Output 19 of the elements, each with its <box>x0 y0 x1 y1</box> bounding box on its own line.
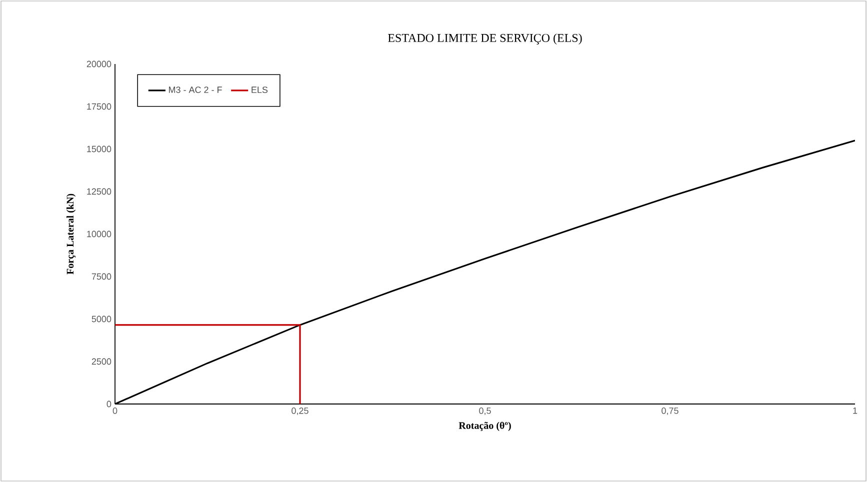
y-tick-label: 10000 <box>87 230 112 238</box>
legend-label: M3 - AC 2 - F <box>169 86 222 93</box>
legend-label: ELS <box>252 86 268 93</box>
y-tick-label: 7500 <box>92 273 112 280</box>
x-tick-label: 0,5 <box>479 408 491 415</box>
x-tick-label: 0,75 <box>662 408 678 415</box>
y-tick-label: 2500 <box>92 358 112 365</box>
y-tick-label: 17500 <box>87 103 112 110</box>
y-tick-label: 15000 <box>87 146 112 152</box>
y-tick-label: 5000 <box>92 316 112 322</box>
y-tick-label: 12500 <box>87 188 112 195</box>
y-tick-label: 0 <box>106 400 112 408</box>
x-tick-label: 0,25 <box>292 408 308 415</box>
chart-title: ESTADO LIMITE DE SERVIÇO (ELS) <box>388 34 582 44</box>
y-tick-label: 20000 <box>86 60 112 68</box>
y-axis-title: Força Lateral (kN) <box>66 194 76 274</box>
x-axis-title: Rotação (θº) <box>458 422 511 431</box>
x-tick-label: 0 <box>112 408 118 414</box>
x-tick-label: 1 <box>853 408 858 414</box>
